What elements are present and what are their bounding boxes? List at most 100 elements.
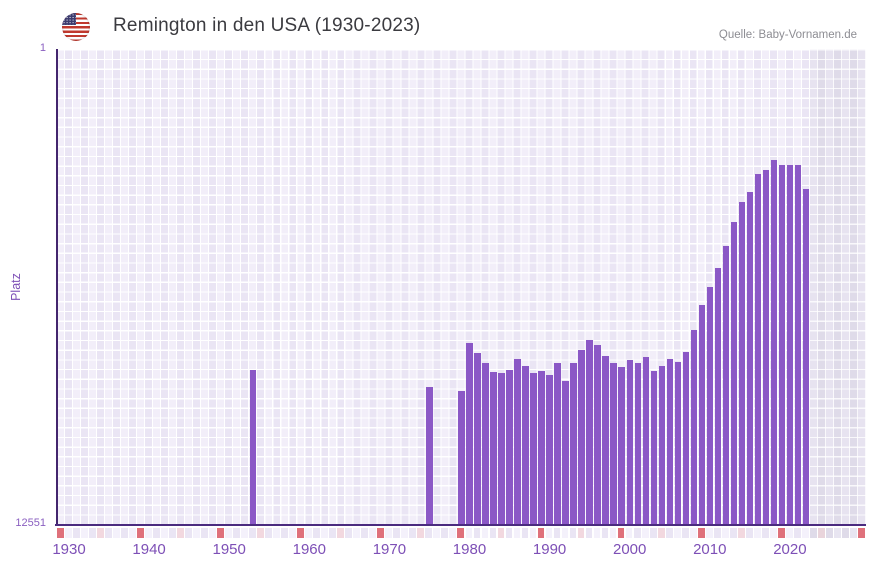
x-tick-2000: 2000 [613,541,647,558]
bar-1985[interactable] [498,373,505,524]
strip-cell [649,528,657,538]
bar-2017[interactable] [754,174,762,524]
bar-2010[interactable] [698,305,705,524]
strip-cell [393,528,401,538]
decade-marker-cell [217,528,224,538]
strip-cell [585,528,593,538]
decade-marker-cell [457,528,465,538]
bar-1980[interactable] [458,391,465,524]
strip-cell [105,528,112,538]
strip-cell [161,528,168,538]
strip-cell [201,528,208,538]
strip-cell [321,528,329,538]
bar-2005[interactable] [658,366,665,524]
strip-cell [73,528,80,538]
strip-cell [409,528,417,538]
bar-1998[interactable] [602,356,609,524]
bar-2014[interactable] [730,221,738,524]
strip-cell [561,528,569,538]
bar-2019[interactable] [770,159,778,524]
bar-2022[interactable] [794,164,802,524]
bar-2018[interactable] [762,169,770,524]
bar-1997[interactable] [594,344,601,524]
strip-cell [425,528,433,538]
bar-1984[interactable] [490,372,497,524]
bar-2003[interactable] [642,357,649,524]
strip-cell [489,528,497,538]
bar-1976[interactable] [426,387,433,524]
bar-2011[interactable] [706,286,713,524]
bar-1986[interactable] [506,370,513,524]
bar-2006[interactable] [666,359,673,524]
strip-cell [729,528,737,538]
x-tick-1930: 1930 [52,541,86,558]
bar-1992[interactable] [554,362,561,524]
bar-2009[interactable] [690,330,697,524]
strip-cell [609,528,617,538]
bar-2020[interactable] [778,164,786,524]
strip-cell [241,528,249,538]
bar-1990[interactable] [538,371,545,524]
strip-cell [521,528,529,538]
bar-1981[interactable] [466,342,473,524]
strip-cell [129,528,136,538]
bar-2021[interactable] [786,164,794,524]
strip-cell [289,528,297,538]
strip-cell [849,528,857,538]
decade-marker-cell [777,528,785,538]
bar-2016[interactable] [746,191,754,524]
bar-1993[interactable] [562,381,569,524]
bar-2023[interactable] [802,188,810,524]
strip-cell [753,528,761,538]
y-axis-title: Platz [9,273,23,301]
strip-cell [89,528,96,538]
source-credit: Quelle: Baby-Vornamen.de [718,29,857,41]
strip-cell [281,528,289,538]
bar-2004[interactable] [650,371,657,524]
bar-1982[interactable] [474,353,481,524]
bar-2002[interactable] [634,362,641,524]
strip-cell [593,528,601,538]
x-tick-2020: 2020 [773,541,807,558]
x-tick-1990: 1990 [532,541,567,558]
half-decade-marker-cell [417,528,425,538]
bar-1954[interactable] [250,370,257,524]
bar-1988[interactable] [522,366,529,524]
strip-cell [145,528,152,538]
bar-1994[interactable] [570,362,577,524]
bar-1983[interactable] [482,362,489,524]
page-title: Remington in den USA (1930-2023) [113,15,421,36]
bar-2000[interactable] [618,367,625,524]
y-axis-tick-top: 1 [39,42,46,54]
decade-marker-cell [57,528,64,538]
bar-1995[interactable] [578,350,585,524]
bar-2015[interactable] [738,202,746,524]
bar-1999[interactable] [610,362,617,524]
bar-1987[interactable] [514,359,521,524]
strip-cell [265,528,273,538]
strip-cell [689,528,697,538]
bar-2012[interactable] [714,268,722,524]
x-tick-1970: 1970 [372,541,407,558]
half-decade-marker-cell [97,528,104,538]
bar-1991[interactable] [546,375,553,524]
bar-2007[interactable] [674,362,681,524]
strip-cell [465,528,473,538]
strip-cell [385,528,393,538]
strip-cell [569,528,577,538]
strip-cell [529,528,537,538]
strip-cell [553,528,561,538]
bar-2013[interactable] [722,245,730,524]
us-flag-canton [62,13,76,25]
bar-1996[interactable] [586,339,593,524]
x-axis-ticks: 1930 1940 1950 1960 1970 1980 1990 2000 2010 2020 [52,541,866,559]
strip-cell [233,528,240,538]
x-tick-1980: 1980 [452,541,487,558]
strip-cell [745,528,753,538]
bar-2001[interactable] [626,360,633,524]
decade-marker-cell [377,528,385,538]
bar-1989[interactable] [530,373,537,524]
strip-cell [721,528,729,538]
half-decade-marker-cell [577,528,585,538]
bar-2008[interactable] [682,352,689,524]
